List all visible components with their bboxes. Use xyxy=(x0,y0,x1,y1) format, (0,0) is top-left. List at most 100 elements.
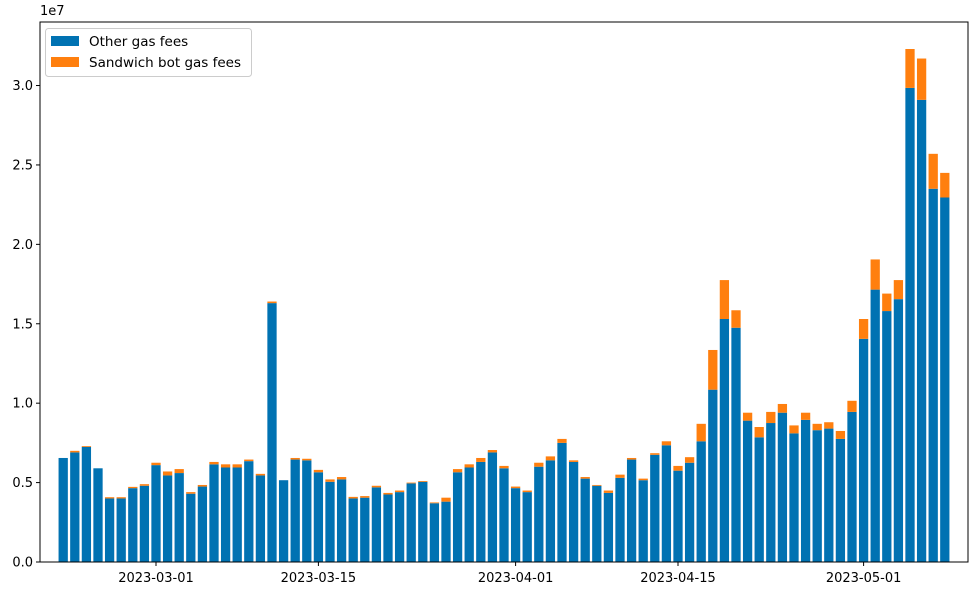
legend-label-sandwich: Sandwich bot gas fees xyxy=(89,55,241,71)
bar-sandwich-2023-05-01 xyxy=(858,319,869,339)
bar-sandwich-2023-04-13 xyxy=(650,453,660,455)
bar-other-2023-04-07 xyxy=(580,478,590,562)
bar-other-2023-04-11 xyxy=(626,459,637,562)
bar-sandwich-2023-03-31 xyxy=(499,465,509,469)
bar-other-2023-04-05 xyxy=(557,442,567,562)
x-axis: 2023-03-01 2023-03-15 2023-04-01 2023-04-15… xyxy=(118,562,901,586)
bar-other-2023-03-21 xyxy=(383,494,393,562)
bar-other-2023-04-25 xyxy=(789,433,799,562)
bar-other-2023-04-15 xyxy=(673,470,683,562)
bar-sandwich-2023-04-22 xyxy=(754,427,764,438)
bar-other-2023-03-10 xyxy=(255,475,266,562)
bar-other-2023-04-12 xyxy=(638,480,648,562)
bar-sandwich-2023-03-26 xyxy=(441,497,451,502)
legend-swatch-sandwich xyxy=(51,57,79,67)
y-tick-label: 3.0 xyxy=(12,79,33,94)
bar-other-2023-03-09 xyxy=(244,461,254,562)
bar-sandwich-2023-03-04 xyxy=(186,492,196,494)
bar-other-2023-03-30 xyxy=(487,452,498,562)
y-tick-label: 1.0 xyxy=(12,397,33,412)
legend-label-other: Other gas fees xyxy=(89,34,188,50)
bar-sandwich-2023-04-23 xyxy=(766,411,776,424)
bar-other-2023-04-03 xyxy=(534,466,544,562)
bar-sandwich-2023-03-07 xyxy=(220,464,231,468)
bar-sandwich-2023-03-16 xyxy=(325,479,335,482)
bar-sandwich-2023-04-05 xyxy=(557,438,567,443)
bar-other-2023-03-22 xyxy=(394,492,405,562)
bar-other-2023-04-01 xyxy=(510,488,521,562)
bar-sandwich-2023-03-17 xyxy=(336,477,347,480)
bar-sandwich-2023-03-18 xyxy=(348,496,358,499)
bar-other-2023-05-08 xyxy=(940,197,950,562)
bar-other-2023-04-24 xyxy=(777,412,788,562)
bar-other-2023-04-23 xyxy=(766,423,776,562)
bar-sandwich-2023-03-03 xyxy=(174,469,184,474)
bar-sandwich-2023-04-25 xyxy=(789,425,799,434)
y-tick-label: 0.5 xyxy=(12,476,33,491)
legend-frame xyxy=(45,28,252,77)
bar-sandwich-2023-04-17 xyxy=(696,423,706,442)
bar-other-2023-04-08 xyxy=(592,485,602,562)
bar-sandwich-2023-03-25 xyxy=(429,502,440,504)
plot-frame xyxy=(39,21,969,563)
bar-other-2023-04-22 xyxy=(754,437,764,562)
bar-other-2023-05-03 xyxy=(882,311,892,562)
bar-other-2023-03-13 xyxy=(290,459,300,562)
bar-other-2023-02-25 xyxy=(104,498,115,562)
bar-sandwich-2023-05-06 xyxy=(916,58,927,100)
bar-other-2023-02-24 xyxy=(93,468,103,562)
bar-other-2023-03-04 xyxy=(186,493,196,562)
bar-other-2023-04-20 xyxy=(731,327,741,562)
bar-sandwich-2023-03-21 xyxy=(383,492,393,495)
bars-group xyxy=(58,49,950,562)
y-axis-offset-label: 1e7 xyxy=(40,4,65,19)
bar-other-2023-05-01 xyxy=(858,338,869,562)
bar-other-2023-03-23 xyxy=(406,483,416,562)
bar-other-2023-03-17 xyxy=(336,479,347,562)
bar-sandwich-2023-04-14 xyxy=(661,441,672,446)
bar-other-2023-04-13 xyxy=(650,454,660,562)
bar-sandwich-2023-03-13 xyxy=(290,457,300,460)
x-tick-label: 2023-04-01 xyxy=(478,571,554,586)
bar-other-2023-02-28 xyxy=(139,485,150,562)
bar-sandwich-2023-04-21 xyxy=(742,412,753,421)
bar-sandwich-2023-03-10 xyxy=(255,473,266,476)
bar-other-2023-04-10 xyxy=(615,477,625,562)
bar-sandwich-2023-03-28 xyxy=(464,464,474,468)
bar-other-2023-04-29 xyxy=(835,438,846,562)
bar-sandwich-2023-04-28 xyxy=(824,422,834,429)
bar-sandwich-2023-02-22 xyxy=(70,450,80,453)
bar-sandwich-2023-04-12 xyxy=(638,478,648,481)
bar-sandwich-2023-05-03 xyxy=(882,293,892,312)
bar-other-2023-04-06 xyxy=(568,461,579,562)
bar-sandwich-2023-03-02 xyxy=(162,471,173,476)
bar-sandwich-2023-03-24 xyxy=(418,481,428,482)
bar-sandwich-2023-02-26 xyxy=(116,497,126,499)
bar-other-2023-03-16 xyxy=(325,481,335,562)
bar-sandwich-2023-03-23 xyxy=(406,482,416,484)
bar-other-2023-04-30 xyxy=(847,411,857,562)
bar-other-2023-04-09 xyxy=(603,492,614,562)
bar-other-2023-03-27 xyxy=(452,472,463,562)
bar-sandwich-2023-04-01 xyxy=(510,486,521,489)
x-tick-label: 2023-03-01 xyxy=(118,571,194,586)
bar-other-2023-04-26 xyxy=(800,419,811,562)
bar-other-2023-02-26 xyxy=(116,498,126,562)
bar-other-2023-04-28 xyxy=(824,428,834,562)
y-tick-label: 0.0 xyxy=(12,556,33,571)
bar-sandwich-2023-03-27 xyxy=(452,469,463,473)
bar-other-2023-04-27 xyxy=(812,430,822,562)
bar-other-2023-05-02 xyxy=(870,289,880,562)
bar-sandwich-2023-03-06 xyxy=(209,461,219,465)
bar-sandwich-2023-04-04 xyxy=(545,456,556,461)
bar-other-2023-05-05 xyxy=(905,87,915,562)
bar-sandwich-2023-03-05 xyxy=(197,484,208,487)
bar-other-2023-02-23 xyxy=(81,446,92,562)
bar-sandwich-2023-04-27 xyxy=(812,423,822,431)
bar-other-2023-03-25 xyxy=(429,503,440,562)
bar-other-2023-03-26 xyxy=(441,501,451,562)
bar-sandwich-2023-03-30 xyxy=(487,450,498,453)
bar-other-2023-04-04 xyxy=(545,460,556,562)
bar-other-2023-02-22 xyxy=(70,452,80,562)
